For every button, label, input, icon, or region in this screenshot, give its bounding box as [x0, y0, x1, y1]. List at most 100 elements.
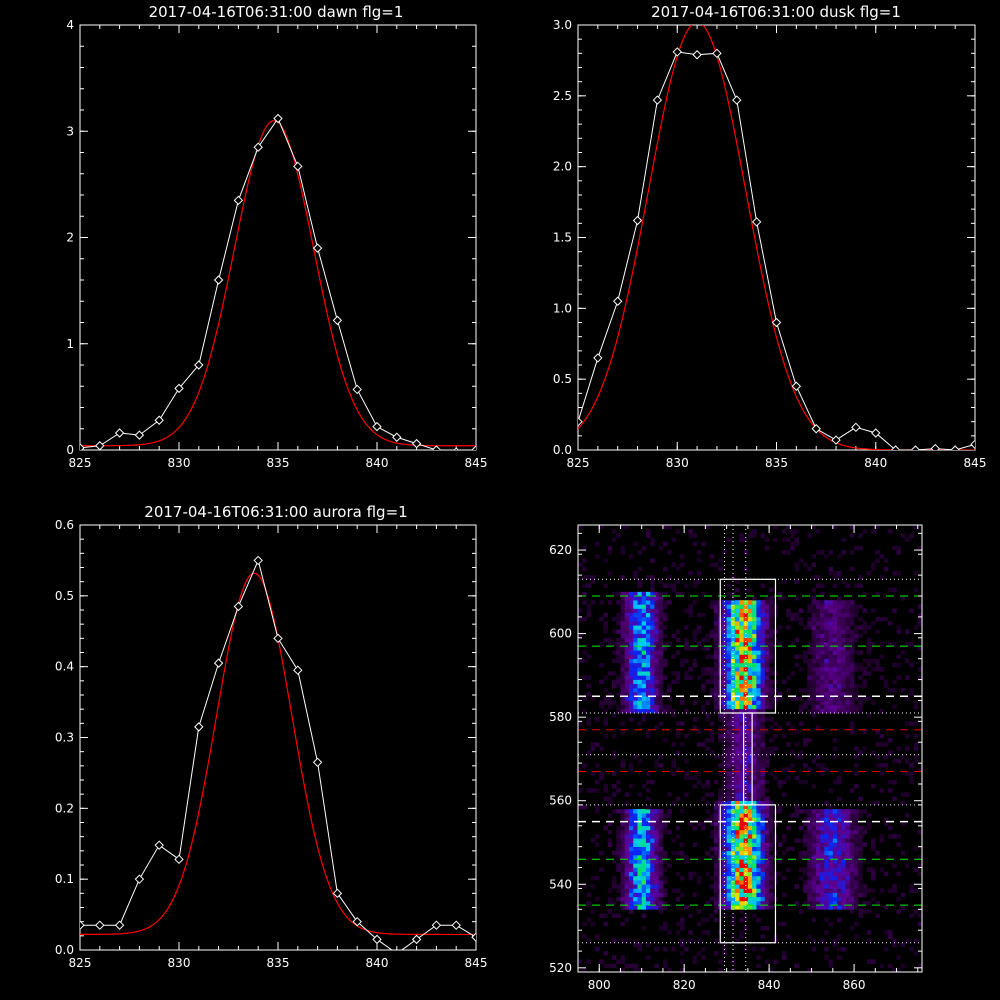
- data-point: [831, 435, 841, 445]
- y-tick-label: 1.0: [553, 301, 572, 315]
- data-point: [431, 920, 442, 930]
- panel-aurora-title: 2017-04-16T06:31:00 aurora flg=1: [144, 503, 407, 521]
- data-point: [352, 916, 362, 927]
- data-point: [114, 920, 125, 930]
- x-tick-label: 825: [567, 456, 590, 470]
- data-point: [811, 424, 821, 434]
- plot-content: [578, 25, 975, 450]
- x-tick-label: 800: [588, 978, 611, 992]
- panel-heatmap: 800 820 840 860 520 540 560 580 600 620: [549, 524, 923, 992]
- x-tick-label: 825: [69, 456, 92, 470]
- y-tick-label: 580: [549, 710, 572, 724]
- data-point: [751, 217, 762, 227]
- data-point: [273, 113, 283, 124]
- data-point: [395, 948, 398, 950]
- data-point: [411, 438, 422, 449]
- data-point: [392, 432, 402, 442]
- panel-dawn: 2017-04-16T06:31:00 dawn flg=1 825 830 835…: [66, 3, 487, 470]
- data-point: [80, 443, 85, 450]
- data-point: [273, 633, 283, 644]
- data-point: [372, 934, 382, 945]
- data-point: [910, 445, 921, 450]
- data-point: [791, 381, 802, 391]
- data-point: [213, 275, 224, 285]
- y-tick-label: 0.2: [55, 801, 74, 815]
- data-point: [732, 95, 742, 105]
- data-point: [194, 360, 204, 370]
- y-tick-label: 1: [66, 337, 74, 351]
- data-point: [114, 428, 125, 438]
- data-point: [352, 384, 362, 395]
- y-tick-label: 2.5: [553, 89, 572, 103]
- data-point: [194, 722, 204, 732]
- overlay-lines: [578, 525, 922, 972]
- data-point: [312, 243, 323, 253]
- x-tick-label: 840: [366, 456, 389, 470]
- data-point: [950, 445, 960, 450]
- data-point: [95, 441, 105, 450]
- data-point: [80, 920, 85, 930]
- x-tick-label: 825: [69, 956, 92, 970]
- x-tick-label: 820: [673, 978, 696, 992]
- y-tick-label: 0.3: [55, 731, 74, 745]
- data-point: [890, 445, 901, 450]
- x-tick-label: 840: [864, 456, 887, 470]
- data-point: [411, 934, 422, 945]
- data-point: [174, 854, 184, 865]
- selection-box: [743, 712, 753, 806]
- panel-dusk: 2017-04-16T06:31:00 dusk flg=1 825 830 835…: [553, 3, 987, 470]
- y-tick-label: 0.4: [55, 660, 74, 674]
- data-point: [612, 296, 623, 306]
- data-point: [233, 195, 244, 206]
- y-tick-label: 2.0: [553, 160, 572, 174]
- y-tick-label: 4: [66, 18, 74, 32]
- data-point: [312, 757, 323, 767]
- data-point: [652, 95, 663, 105]
- plot-content: [80, 113, 476, 450]
- data-point: [293, 161, 303, 172]
- y-tick-label: 540: [549, 877, 572, 891]
- data-point: [95, 920, 105, 930]
- x-tick-label: 830: [666, 456, 689, 470]
- panel-dusk-title: 2017-04-16T06:31:00 dusk flg=1: [651, 3, 901, 21]
- x-tick-label: 835: [765, 456, 788, 470]
- y-tick-label: 1.5: [553, 231, 572, 245]
- data-point: [692, 50, 702, 60]
- data-point: [174, 383, 184, 394]
- x-tick-label: 860: [843, 978, 866, 992]
- data-point: [134, 430, 145, 440]
- data-point: [451, 920, 461, 930]
- x-tick-label: 830: [168, 956, 191, 970]
- data-point: [253, 142, 263, 152]
- data-point: [471, 445, 476, 450]
- data-point: [372, 421, 382, 432]
- data-point: [930, 443, 941, 450]
- y-tick-label: 3.0: [553, 18, 572, 32]
- y-tick-label: 0.5: [55, 589, 74, 603]
- y-tick-label: 0.1: [55, 872, 74, 886]
- x-tick-label: 845: [465, 956, 488, 970]
- heatmap-image: [578, 525, 922, 972]
- x-tick-label: 840: [366, 956, 389, 970]
- x-tick-label: 845: [465, 456, 488, 470]
- data-point: [871, 428, 881, 438]
- data-point: [134, 874, 145, 884]
- data-point: [233, 601, 244, 612]
- plot-frame: [577, 524, 923, 973]
- y-tick-label: 3: [66, 124, 74, 138]
- data-point: [712, 48, 722, 59]
- data-point: [453, 447, 459, 450]
- data-point: [332, 888, 343, 899]
- y-tick-label: 560: [549, 794, 572, 808]
- y-tick-label: 0.0: [55, 943, 74, 957]
- data-point: [293, 665, 303, 675]
- y-tick-label: 620: [549, 543, 572, 557]
- data-point: [253, 555, 263, 566]
- y-tick-label: 600: [549, 627, 572, 641]
- y-tick-label: 0.6: [55, 518, 74, 532]
- data-point: [431, 445, 442, 450]
- y-tick-label: 520: [549, 961, 572, 975]
- data-point: [851, 422, 861, 433]
- data-point: [970, 439, 975, 450]
